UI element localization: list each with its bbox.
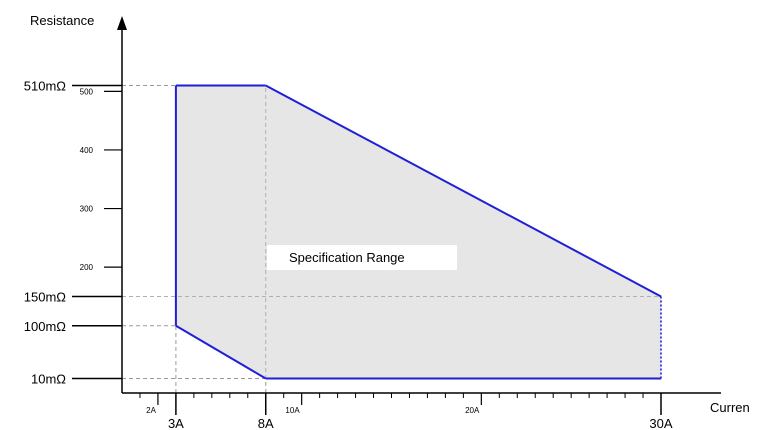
x-major-label-1: 8A <box>258 416 274 430</box>
specification-range-label: Specification Range <box>289 250 405 265</box>
range-label-background <box>267 245 457 270</box>
y-major-label-3: 510mΩ <box>24 79 67 94</box>
x-minor-label-0: 2A <box>146 406 156 415</box>
x-major-label-2: 30A <box>649 416 672 430</box>
region-edge-5 <box>175 324 267 380</box>
y-major-label-2: 150mΩ <box>24 289 67 304</box>
y-minor-label-2: 400 <box>80 146 94 155</box>
y-minor-label-1: 300 <box>80 205 94 214</box>
y-axis-arrow-icon <box>117 16 127 30</box>
y-axis-title: Resistance <box>30 13 94 28</box>
y-major-label-1: 100mΩ <box>24 319 67 334</box>
x-axis-title: Curren <box>710 400 750 415</box>
region-fill <box>175 85 661 379</box>
x-minor-label-1: 10A <box>285 406 300 415</box>
x-major-label-0: 3A <box>168 416 184 430</box>
specification-region <box>122 84 662 393</box>
y-minor-label-0: 200 <box>80 263 94 272</box>
axis-ticks: 10mΩ 100mΩ 150mΩ 510mΩ 200 300 400 500 2A 10A 20A 3… <box>24 79 673 430</box>
region-edge-2 <box>265 84 662 298</box>
x-minor-label-2: 20A <box>465 406 480 415</box>
y-major-label-0: 10mΩ <box>31 372 66 387</box>
axes <box>117 16 721 394</box>
y-minor-label-3: 500 <box>80 87 94 96</box>
